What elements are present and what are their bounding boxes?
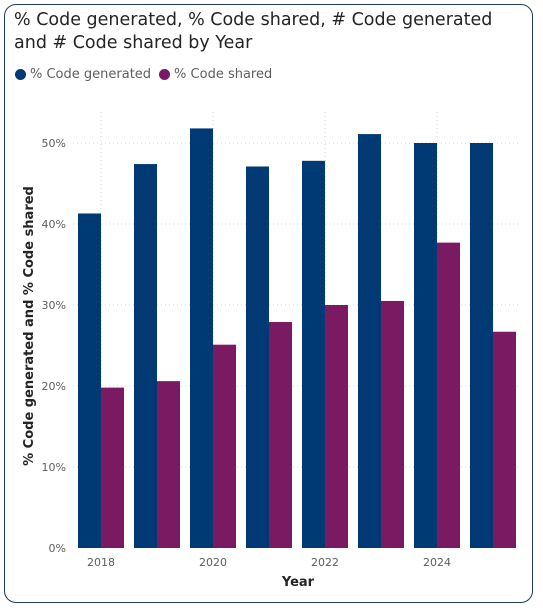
y-tick-label: 30% bbox=[42, 299, 66, 312]
bars bbox=[78, 128, 516, 549]
legend-label-code-generated: % Code generated bbox=[30, 67, 152, 82]
bar-code-shared bbox=[269, 322, 292, 548]
bar-code-shared bbox=[101, 387, 124, 548]
bar-code-generated bbox=[470, 143, 493, 548]
y-axis-ticks: 0% 10% 20% 30% 40% 50% bbox=[42, 137, 66, 555]
bar-code-generated bbox=[414, 143, 437, 548]
legend-label-code-shared: % Code shared bbox=[174, 67, 273, 82]
x-tick-label: 2022 bbox=[311, 556, 339, 569]
y-tick-label: 20% bbox=[42, 380, 66, 393]
bar-code-generated bbox=[78, 213, 101, 548]
bar-code-generated bbox=[134, 164, 157, 548]
legend-item-code-shared[interactable]: % Code shared bbox=[159, 67, 272, 82]
y-tick-label: 50% bbox=[42, 137, 66, 150]
bar-code-shared bbox=[493, 331, 516, 548]
legend-marker-code-shared bbox=[159, 69, 171, 80]
bar-code-shared bbox=[325, 305, 348, 548]
bar-code-shared bbox=[437, 242, 460, 548]
x-tick-label: 2020 bbox=[199, 556, 227, 569]
y-axis-title: % Code generated and % Code shared bbox=[22, 186, 37, 466]
bar-code-generated bbox=[190, 128, 213, 549]
y-tick-label: 10% bbox=[42, 461, 66, 474]
y-tick-label: 40% bbox=[42, 218, 66, 231]
chart-legend: % Code generated % Code shared bbox=[15, 67, 280, 82]
y-tick-label: 0% bbox=[49, 542, 66, 555]
legend-marker-code-generated bbox=[15, 69, 26, 80]
bar-code-shared bbox=[157, 381, 180, 548]
chart-title: % Code generated, % Code shared, # Code … bbox=[14, 10, 493, 53]
bar-code-shared bbox=[381, 300, 404, 548]
legend-item-code-generated[interactable]: % Code generated bbox=[15, 67, 151, 82]
x-axis-ticks: 2018 2020 2022 2024 bbox=[87, 556, 451, 569]
x-tick-label: 2018 bbox=[87, 556, 115, 569]
x-axis-title: Year bbox=[281, 575, 315, 590]
x-tick-label: 2024 bbox=[423, 556, 451, 569]
bar-code-generated bbox=[358, 134, 381, 548]
bar-code-shared bbox=[213, 344, 236, 548]
bar-code-generated bbox=[246, 166, 269, 549]
bar-code-generated bbox=[302, 160, 325, 548]
